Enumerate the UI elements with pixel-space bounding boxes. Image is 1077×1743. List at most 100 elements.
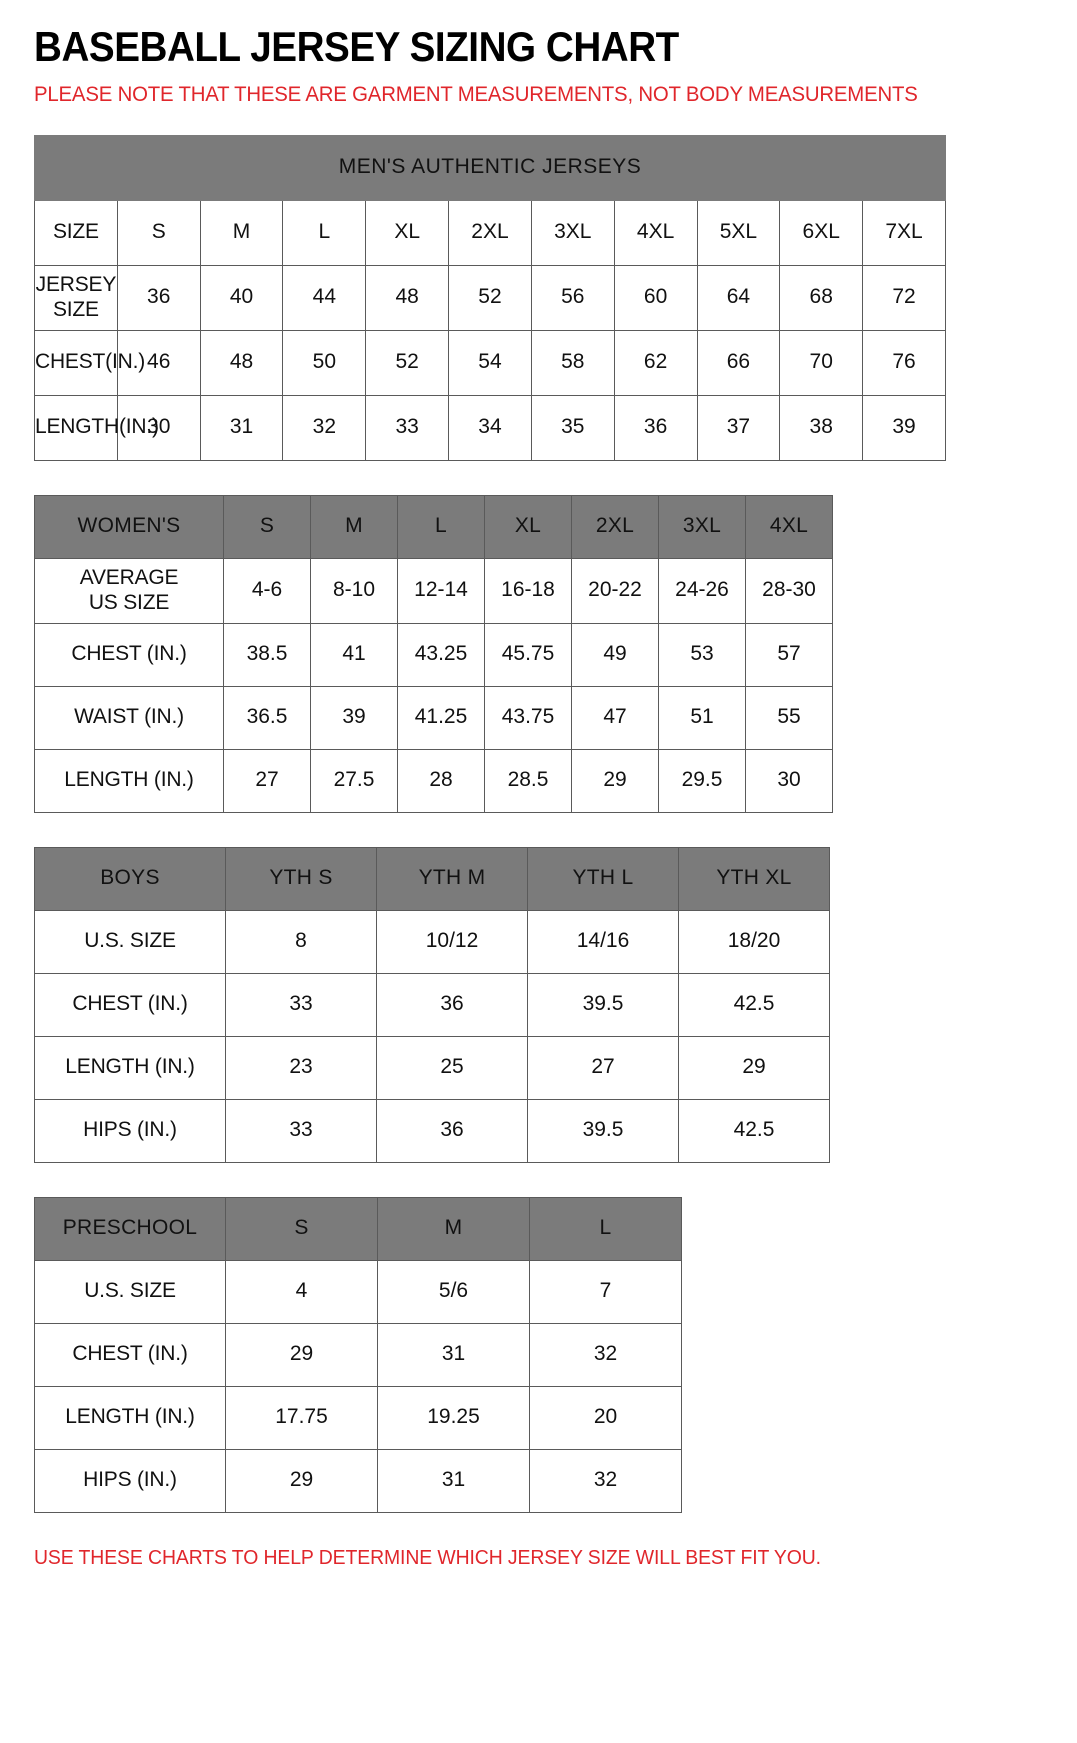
boys-row-label-us-size: U.S. SIZE bbox=[34, 909, 226, 974]
preschool-sizing-table: PRESCHOOL S M L U.S. SIZE 4 5/6 7 CHEST … bbox=[34, 1196, 682, 1513]
boys-col-yth-m: YTH M bbox=[376, 846, 528, 911]
preschool-col-m: M bbox=[377, 1196, 530, 1261]
table-banner-row: MEN'S AUTHENTIC JERSEYS bbox=[34, 134, 946, 201]
table-header-row: BOYS YTH S YTH M YTH L YTH XL bbox=[34, 846, 830, 911]
mens-col-3xl: 3XL bbox=[530, 199, 615, 266]
cell: 28 bbox=[397, 748, 485, 813]
cell: 39 bbox=[310, 685, 398, 750]
cell: 43.75 bbox=[484, 685, 572, 750]
cell: 20 bbox=[529, 1385, 682, 1450]
mens-row-label-jersey-size: JERSEY SIZE bbox=[34, 264, 118, 331]
mens-col-4xl: 4XL bbox=[613, 199, 698, 266]
cell: 36.5 bbox=[223, 685, 311, 750]
cell: 29.5 bbox=[658, 748, 746, 813]
cell: 48 bbox=[199, 329, 284, 396]
mens-col-5xl: 5XL bbox=[696, 199, 781, 266]
cell: 12-14 bbox=[397, 557, 485, 624]
cell: 31 bbox=[377, 1322, 530, 1387]
boys-row-label-length: LENGTH (IN.) bbox=[34, 1035, 226, 1100]
boys-sizing-table: BOYS YTH S YTH M YTH L YTH XL U.S. SIZE … bbox=[34, 846, 830, 1163]
cell: 66 bbox=[696, 329, 781, 396]
womens-row-label-length: LENGTH (IN.) bbox=[34, 748, 224, 813]
table-row: LENGTH (IN.) 27 27.5 28 28.5 29 29.5 30 bbox=[34, 748, 833, 813]
mens-col-l: L bbox=[282, 199, 367, 266]
table-row: HIPS (IN.) 33 36 39.5 42.5 bbox=[34, 1098, 830, 1163]
cell: 29 bbox=[225, 1448, 378, 1513]
cell: 68 bbox=[779, 264, 864, 331]
mens-sizing-table: MEN'S AUTHENTIC JERSEYS SIZE S M L XL 2X… bbox=[34, 134, 946, 461]
table-row: HIPS (IN.) 29 31 32 bbox=[34, 1448, 682, 1513]
sizing-chart-page: BASEBALL JERSEY SIZING CHART PLEASE NOTE… bbox=[34, 26, 946, 1569]
boys-row-label-chest: CHEST (IN.) bbox=[34, 972, 226, 1037]
cell: 32 bbox=[282, 394, 367, 461]
table-row: CHEST(IN.) 46 48 50 52 54 58 62 66 70 76 bbox=[34, 329, 946, 396]
cell: 44 bbox=[282, 264, 367, 331]
cell: 53 bbox=[658, 622, 746, 687]
table-row: JERSEY SIZE 36 40 44 48 52 56 60 64 68 7… bbox=[34, 264, 946, 331]
cell: 37 bbox=[696, 394, 781, 461]
preschool-row-label-length: LENGTH (IN.) bbox=[34, 1385, 226, 1450]
cell: 42.5 bbox=[678, 972, 830, 1037]
womens-col-3xl: 3XL bbox=[658, 494, 746, 559]
cell: 58 bbox=[530, 329, 615, 396]
table-row: WAIST (IN.) 36.5 39 41.25 43.75 47 51 55 bbox=[34, 685, 833, 750]
cell: 49 bbox=[571, 622, 659, 687]
cell: 7 bbox=[529, 1259, 682, 1324]
boys-header-label: BOYS bbox=[34, 846, 226, 911]
mens-row-label-chest: CHEST(IN.) bbox=[34, 329, 145, 396]
cell: 41.25 bbox=[397, 685, 485, 750]
cell: 20-22 bbox=[571, 557, 659, 624]
boys-col-yth-s: YTH S bbox=[225, 846, 377, 911]
cell: 76 bbox=[862, 329, 946, 396]
cell: 50 bbox=[282, 329, 367, 396]
womens-col-l: L bbox=[397, 494, 485, 559]
cell: 33 bbox=[225, 972, 377, 1037]
table-row: LENGTH(IN.) 30 31 32 33 34 35 36 37 38 3… bbox=[34, 394, 946, 461]
table-row: CHEST (IN.) 29 31 32 bbox=[34, 1322, 682, 1387]
cell: 27 bbox=[223, 748, 311, 813]
cell: 27.5 bbox=[310, 748, 398, 813]
cell: 36 bbox=[376, 1098, 528, 1163]
mens-row-label-length: LENGTH(IN.) bbox=[34, 394, 159, 461]
womens-col-xl: XL bbox=[484, 494, 572, 559]
mens-col-6xl: 6XL bbox=[779, 199, 864, 266]
womens-row-label-chest: CHEST (IN.) bbox=[34, 622, 224, 687]
mens-header-label: SIZE bbox=[34, 199, 118, 266]
cell: 27 bbox=[527, 1035, 679, 1100]
page-subtitle: PLEASE NOTE THAT THESE ARE GARMENT MEASU… bbox=[34, 83, 918, 106]
mens-col-s: S bbox=[116, 199, 201, 266]
cell: 29 bbox=[678, 1035, 830, 1100]
preschool-col-s: S bbox=[225, 1196, 378, 1261]
cell: 54 bbox=[448, 329, 532, 396]
table-row: U.S. SIZE 8 10/12 14/16 18/20 bbox=[34, 909, 830, 974]
cell: 39 bbox=[862, 394, 946, 461]
cell: 62 bbox=[613, 329, 698, 396]
cell: 24-26 bbox=[658, 557, 746, 624]
table-row: LENGTH (IN.) 17.75 19.25 20 bbox=[34, 1385, 682, 1450]
cell: 17.75 bbox=[225, 1385, 378, 1450]
cell: 45.75 bbox=[484, 622, 572, 687]
cell: 30 bbox=[745, 748, 833, 813]
label-line-1: AVERAGE bbox=[79, 566, 179, 590]
cell: 41 bbox=[310, 622, 398, 687]
womens-sizing-table: WOMEN'S S M L XL 2XL 3XL 4XL AVERAGE US … bbox=[34, 494, 833, 813]
cell: 36 bbox=[376, 972, 528, 1037]
cell: 4 bbox=[225, 1259, 378, 1324]
mens-col-m: M bbox=[199, 199, 284, 266]
cell: 33 bbox=[365, 394, 450, 461]
womens-col-4xl: 4XL bbox=[745, 494, 833, 559]
cell: 70 bbox=[779, 329, 864, 396]
cell: 60 bbox=[613, 264, 698, 331]
cell: 31 bbox=[199, 394, 284, 461]
cell: 28.5 bbox=[484, 748, 572, 813]
womens-row-label-waist: WAIST (IN.) bbox=[34, 685, 224, 750]
cell: 8 bbox=[225, 909, 377, 974]
cell: 29 bbox=[225, 1322, 378, 1387]
cell: 52 bbox=[365, 329, 450, 396]
preschool-col-l: L bbox=[529, 1196, 682, 1261]
preschool-header-label: PRESCHOOL bbox=[34, 1196, 226, 1261]
womens-col-s: S bbox=[223, 494, 311, 559]
cell: 47 bbox=[571, 685, 659, 750]
cell: 42.5 bbox=[678, 1098, 830, 1163]
mens-col-xl: XL bbox=[365, 199, 450, 266]
